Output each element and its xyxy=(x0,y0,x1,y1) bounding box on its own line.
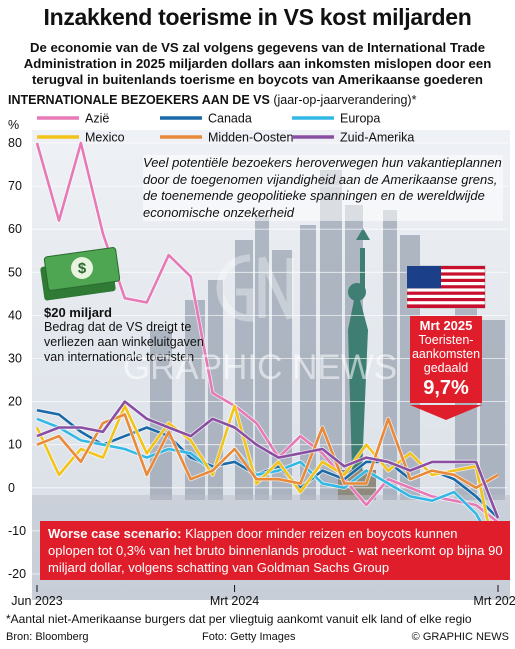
side-annotation: $20 miljard Bedrag dat de VS dreigt te v… xyxy=(44,305,214,365)
legend-label: Zuid-Amerika xyxy=(340,131,414,145)
y-tick-label: 0 xyxy=(8,481,15,495)
copyright-credit: © GRAPHIC NEWS xyxy=(411,631,509,643)
chart-legend: Azië Canada Europa Mexico Midden-Oosten Zuid-… xyxy=(37,112,414,145)
decline-arrow-icon xyxy=(410,405,482,420)
page-title: Inzakkend toerisme in VS kost miljarden xyxy=(43,4,472,30)
series-line xyxy=(36,400,500,519)
x-tick-label: Mrt 2024 xyxy=(210,594,259,608)
y-tick-label: 50 xyxy=(8,265,22,279)
worst-case-text: Klappen door minder reizen en boycots ku… xyxy=(48,526,503,575)
chart-heading: INTERNATIONALE BEZOEKERS AAN DE VS (jaar… xyxy=(8,93,416,107)
legend-label: Azië xyxy=(85,112,109,126)
legend-label: Europa xyxy=(340,112,380,126)
us-flag-icon xyxy=(406,265,486,309)
chart-heading-title: INTERNATIONALE BEZOEKERS AAN DE VS xyxy=(8,93,270,107)
y-tick-label: -20 xyxy=(8,567,26,581)
worst-case-box: Worse case scenario: Klappen door minder… xyxy=(40,521,510,580)
legend-label: Midden-Oosten xyxy=(208,131,294,145)
worst-case-label: Worse case scenario: xyxy=(48,526,182,541)
y-axis-unit: % xyxy=(8,118,19,132)
march-callout-heading: Mrt 2025 xyxy=(419,318,473,333)
y-tick-label: 70 xyxy=(8,179,22,193)
dollar-bills-icon: $ xyxy=(40,247,121,301)
series-Zuid-Amerika xyxy=(36,399,500,519)
chart-heading-note: (jaar-op-jaarverandering)* xyxy=(273,93,417,107)
graphic-news-logo-watermark xyxy=(216,254,294,322)
source-credit: Bron: Bloomberg xyxy=(6,631,89,643)
y-tick-label: 80 xyxy=(8,136,22,150)
y-tick-label: 20 xyxy=(8,395,22,409)
legend-label: Mexico xyxy=(85,131,125,145)
photo-credit: Foto: Getty Images xyxy=(202,631,296,643)
page-subtitle: De economie van de VS zal volgens gegeve… xyxy=(23,40,492,87)
side-text: Bedrag dat de VS dreigt te verliezen aan… xyxy=(44,320,204,364)
y-tick-label: -10 xyxy=(8,524,26,538)
x-tick-label: Mrt 2025 xyxy=(473,594,515,608)
y-tick-label: 10 xyxy=(8,438,22,452)
y-tick-label: 40 xyxy=(8,308,22,322)
y-tick-label: 30 xyxy=(8,352,22,366)
y-tick-label: 60 xyxy=(8,222,22,236)
march-callout: Mrt 2025 Toeristen-aankomsten gedaald 9,… xyxy=(410,316,482,403)
x-tick-label: Jun 2023 xyxy=(11,594,62,608)
march-callout-text: Toeristen-aankomsten gedaald xyxy=(411,333,481,375)
main-annotation: Veel potentiële bezoekers heroverwegen h… xyxy=(143,155,503,221)
svg-text:$: $ xyxy=(78,260,87,277)
march-callout-value: 9,7% xyxy=(423,377,469,399)
legend-label: Canada xyxy=(208,112,252,126)
footnote: *Aantal niet-Amerikaanse burgers dat per… xyxy=(6,612,472,626)
graphic-news-watermark: GRAPHIC NEWS xyxy=(122,348,398,387)
side-amount: $20 miljard xyxy=(44,305,112,320)
